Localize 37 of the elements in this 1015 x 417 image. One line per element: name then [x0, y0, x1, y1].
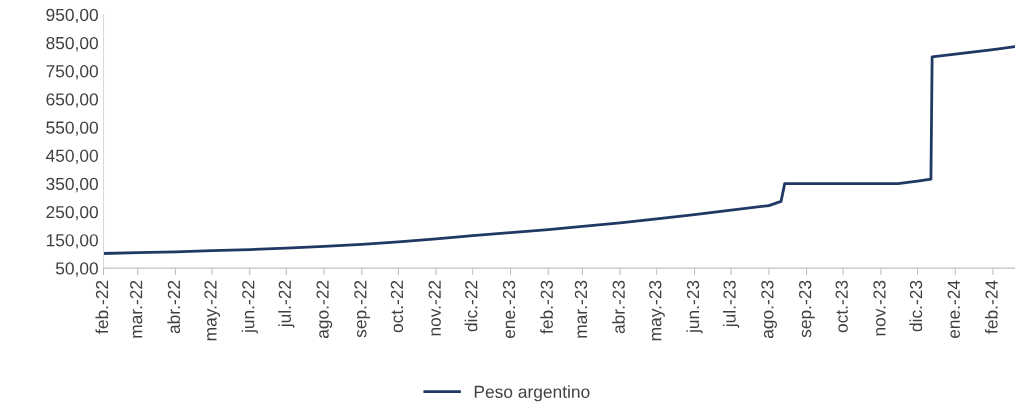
y-tick-label: 350,00 [46, 177, 98, 193]
x-tick-label: ago.-23 [761, 280, 777, 339]
x-tick-label: feb.-22 [95, 280, 109, 334]
x-tick-label: oct.-23 [835, 280, 848, 333]
y-tick-label: 50,00 [55, 262, 98, 277]
y-tick-label: 550,00 [46, 121, 98, 136]
y-tick-label: 650,00 [46, 93, 98, 108]
x-tick-label: abr.-22 [167, 280, 181, 334]
x-tick-label: ago.-22 [316, 280, 333, 339]
legend-label: Peso argentino [474, 385, 590, 402]
x-tick-label: jun.-23 [686, 280, 703, 334]
x-tick-label: ene.-23 [502, 280, 516, 339]
x-tick-label: jun.-22 [241, 280, 258, 334]
x-tick-label: dic.-22 [464, 280, 478, 332]
y-tick-label: 950,00 [46, 8, 98, 24]
x-tick-label: nov.-23 [873, 280, 886, 336]
x-tick-label: mar.-23 [574, 280, 588, 338]
x-tick-label: ene.-24 [947, 280, 960, 339]
x-tick-label: jul.-22 [278, 280, 295, 328]
x-tick-label: may.-23 [649, 280, 665, 341]
x-tick-label: oct.-22 [390, 280, 404, 333]
x-tick-label: feb.-24 [984, 280, 998, 334]
x-tick-label: may.-22 [204, 280, 221, 341]
x-tick-label: sep.-23 [799, 280, 815, 338]
y-tick-label: 850,00 [46, 36, 98, 52]
y-tick-label: 250,00 [46, 205, 98, 221]
y-tick-label: 750,00 [46, 65, 98, 80]
x-tick-label: sep.-22 [354, 280, 370, 338]
x-tick-label: dic.-23 [909, 280, 923, 332]
x-tick-label: jul.-23 [722, 280, 740, 328]
x-tick-label: mar.-22 [130, 280, 143, 338]
x-tick-label: feb.-23 [540, 280, 553, 334]
y-tick-label: 450,00 [45, 149, 98, 164]
x-tick-label: abr.-23 [612, 280, 625, 334]
x-tick-label: nov.-22 [428, 280, 441, 336]
line-series [103, 45, 1015, 255]
y-tick-label: 150,00 [46, 234, 98, 249]
